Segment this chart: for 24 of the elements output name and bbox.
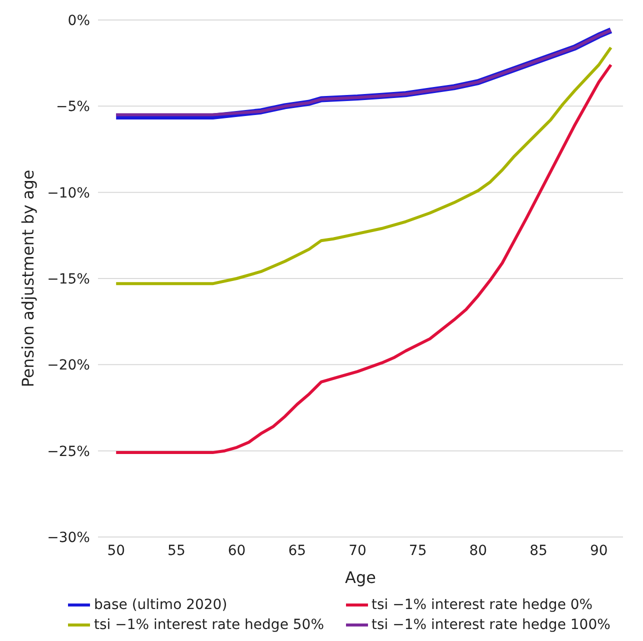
- x-tick-label: 85: [530, 542, 548, 559]
- y-tick-label: −20%: [47, 358, 90, 374]
- x-tick-label: 50: [107, 542, 126, 559]
- x-tick-label: 55: [168, 542, 186, 559]
- line-series: [114, 63, 612, 454]
- y-axis-title: Pension adjustment by age: [18, 170, 38, 388]
- x-tick-label: 70: [348, 542, 366, 559]
- legend-label: tsi −1% interest rate hedge 0%: [372, 597, 593, 613]
- legend-label: tsi −1% interest rate hedge 50%: [94, 617, 324, 633]
- y-tick-label: −25%: [47, 444, 90, 460]
- x-tick-label: 75: [408, 542, 427, 559]
- y-tick-label: 0%: [68, 12, 90, 29]
- legend-label: tsi −1% interest rate hedge 100%: [372, 617, 610, 633]
- x-tick-label: 80: [469, 542, 488, 559]
- x-tick-label: 60: [228, 542, 246, 559]
- x-tick-label: 65: [288, 542, 306, 559]
- y-tick-label: −5%: [56, 99, 90, 116]
- y-tick-label: −10%: [47, 185, 90, 202]
- line-series: [114, 46, 612, 286]
- legend-label: base (ultimo 2020): [94, 597, 228, 613]
- y-tick-label: −30%: [47, 530, 90, 546]
- y-tick-label: −15%: [47, 271, 90, 288]
- x-axis-title: Age: [345, 568, 376, 587]
- x-tick-label: 90: [590, 542, 608, 559]
